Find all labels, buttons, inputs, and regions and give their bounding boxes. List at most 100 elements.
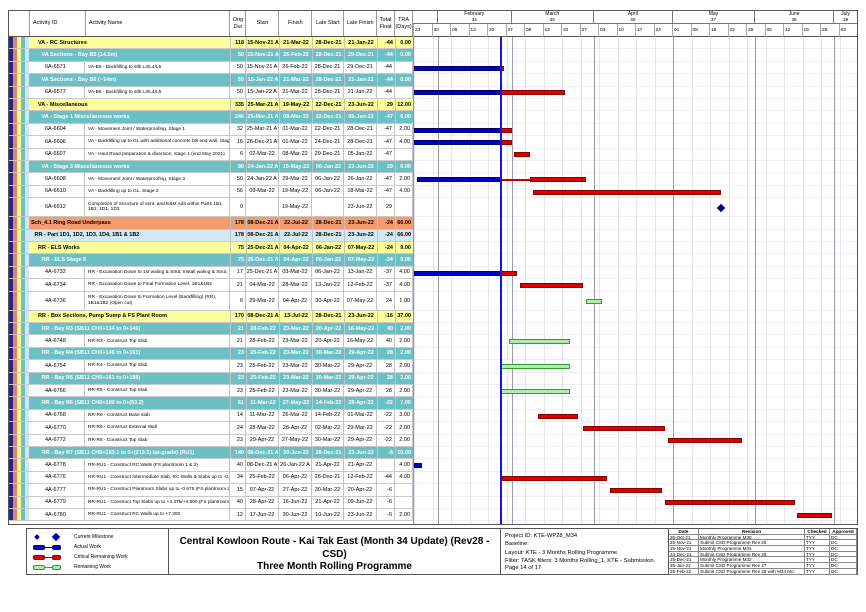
cell-start: 15-Jan-22 A: [246, 87, 279, 98]
cell-group-name: RR - ELS Stage 5: [29, 254, 231, 265]
group-band-strip: [9, 74, 29, 85]
cell-start: 24-Jan-22 A: [246, 173, 279, 184]
cell-finish: 27-May-22: [279, 435, 312, 446]
gantt-bar-critical: [514, 152, 530, 157]
cell-tra: 2.00: [396, 373, 413, 384]
cell-dur: 12: [230, 509, 246, 520]
cell-start: 25-Feb-22: [246, 472, 279, 483]
cell-finish: 23-Mar-22: [279, 335, 312, 346]
legend-bar-segment: [33, 555, 45, 560]
cell-activity-name: RR-RU1 - Construct Plantroom Slabs up to…: [85, 484, 230, 495]
cell-tra: 6.00: [396, 111, 413, 122]
week-gridline: [729, 37, 730, 524]
schedule-row: 4A-6770RR-R6 - Construct External Wall24…: [9, 422, 413, 434]
cell-tra: [395, 198, 413, 216]
cell-lf: 23-Jun-22: [344, 509, 377, 520]
cell-lf: 01-Mar-22: [344, 410, 377, 421]
cell-finish: 04-Apr-22: [280, 254, 313, 265]
cell-tf: -44: [378, 49, 396, 60]
cell-finish: 08-Mar-22: [280, 111, 313, 122]
cell-group-name: RR - Bay R4 (SB11 CH0+146 to 0+161): [29, 348, 231, 359]
cell-tf: -22: [377, 422, 395, 433]
cell-start: 02-Mar-22: [246, 149, 279, 160]
cell-tf: -47: [378, 111, 396, 122]
cell-dur: 23: [230, 385, 246, 396]
gantt-bar-actual: [417, 177, 502, 182]
cell-activity-id: 4A-6736: [29, 292, 85, 310]
cell-ls: 14-Feb-22: [312, 410, 344, 421]
cell-tf: 29: [378, 161, 396, 172]
timeline-week-tick: 29: [746, 24, 764, 37]
gantt-bar-critical: [668, 438, 742, 443]
milestone-icon: [33, 534, 69, 540]
cell-dur: 6: [230, 149, 246, 160]
column-header-late-start: Late Start: [312, 11, 344, 36]
cell-activity-id: 4A-6779: [29, 497, 85, 508]
gantt-bar-critical: [501, 90, 564, 95]
cell-activity-id: 4A-6768: [29, 410, 85, 421]
cell-start: 08-Dec-21 A: [247, 447, 280, 458]
timeline-week-tick: 17: [635, 24, 653, 37]
milestone-diamond: [716, 203, 724, 211]
schedule-row: 4A-6778RR-RU1 - Construct RC Walls (FS p…: [9, 459, 413, 471]
schedule-row: 4A-6748RR-R3 - Construct Top Slab2128-Fe…: [9, 335, 413, 347]
cell-finish: 26-Feb-22: [280, 49, 313, 60]
gantt-bar-actual: [414, 140, 501, 145]
cell-tf: -44: [378, 74, 396, 85]
legend-item: Remaining Work: [33, 562, 168, 572]
gantt-bar-critical: [501, 128, 512, 133]
cell-finish: 06-Apr-22: [279, 472, 312, 483]
gantt-bar-critical: [501, 140, 512, 145]
cell-group-name: RR - Bay R6 (SB11 CH0+180 to 0+(53.2): [29, 397, 231, 408]
schedule-row: RR - Bay R3 (SB11 CH0+134 to 0+146)2128-…: [9, 323, 413, 335]
cell-ls: 21-Apr-22: [312, 459, 344, 470]
cell-lf: 09-Jun-22: [344, 497, 377, 508]
legend-bar-segment: [33, 545, 45, 550]
cell-finish: 21-Mar-22: [280, 74, 313, 85]
cell-start: 28-Feb-22: [247, 323, 280, 334]
legend-bar-segment: [52, 545, 61, 550]
gantt-bar-critical: [665, 500, 795, 505]
cell-dur: 23: [230, 435, 246, 446]
legend-bar-connector: [45, 567, 52, 568]
cell-lf: 18-Mar-22: [344, 186, 377, 197]
cell-lf: 21-Jan-22: [345, 37, 378, 48]
milestone-diamond-icon: [34, 534, 40, 540]
schedule-row: 6A-6577VA-B6 - Backfilling to stlk L3/L4…: [9, 87, 413, 99]
group-band-strip: [9, 447, 29, 458]
legend-item: Actual Work: [33, 542, 168, 552]
group-band-strip: [9, 435, 29, 446]
schedule-row: VA Sections - Bay B6 (~14m)5015-Jan-22 A…: [9, 74, 413, 86]
cell-lf: 12-Feb-22: [344, 279, 377, 290]
schedule-row: 6A-6571VA-B5 - Backfilling to stlk L3/L4…: [9, 62, 413, 74]
cell-tra: [395, 87, 413, 98]
cell-activity-name: VA-B6 - Backfilling to stlk L3/L4/L5: [85, 87, 230, 98]
week-gridline: [618, 37, 619, 524]
cell-tf: -47: [377, 149, 395, 160]
cell-ls: 24-Dec-21: [312, 136, 344, 147]
cell-lf: 23-Jun-22: [344, 198, 377, 216]
footer: Current MilestoneActual WorkCritical Rem…: [26, 528, 858, 575]
cell-activity-name: VA-B5 - Backfilling to stlk L3/L4/L5: [85, 62, 230, 73]
title-block: Central Kowloon Route - Kai Tak East (Mo…: [169, 529, 501, 574]
cell-group-name: RR - Box Sections, Pump Sump & FS Plant …: [29, 311, 231, 322]
cell-tra: 9.00: [396, 254, 413, 265]
column-header-activity-id: Activity ID: [30, 11, 86, 36]
cell-start: 15-Nov-21 A: [247, 37, 280, 48]
cell-activity-name: RR-R4 - Construct Top Slab: [85, 360, 230, 371]
cell-finish: 01-Mar-22: [279, 124, 312, 135]
schedule-row: VA - Stage 3 Miscellaneous works9024-Jan…: [9, 161, 413, 173]
gantt-bar-critical: [530, 177, 586, 182]
cell-group-name: VA - Miscellaneous: [29, 99, 231, 110]
cell-start: 24-Jan-22 A: [247, 161, 280, 172]
cell-finish: 21-Mar-22: [279, 87, 312, 98]
cell-dur: 50: [230, 62, 246, 73]
group-band-strip: [9, 111, 29, 122]
gantt-bar-actual: [414, 271, 501, 276]
cell-ls: 06-Jan-22: [312, 186, 344, 197]
cell-ls: 14-Feb-22: [313, 397, 345, 408]
cell-start: 29-Apr-22: [246, 435, 279, 446]
cell-group-name: VA - RC Structures: [29, 37, 231, 48]
cell-dur: 14: [230, 410, 246, 421]
cell-ls: 29-Dec-21: [312, 149, 344, 160]
